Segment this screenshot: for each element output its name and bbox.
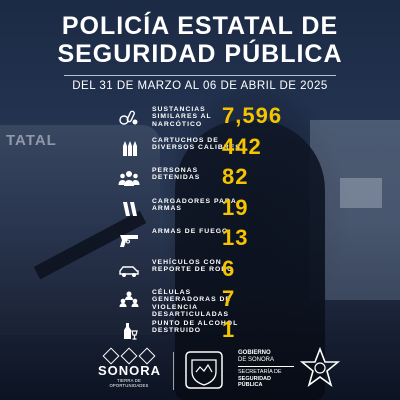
sonora-diamonds-icon: [102, 347, 156, 365]
background-car-lettering: TATAL: [6, 132, 57, 149]
stat-row-vehicles: VEHÍCULOS CON REPORTE DE ROBO 6: [118, 256, 318, 287]
background-window: [340, 178, 382, 208]
background-building: [310, 120, 400, 300]
stat-label: CÉLULAS GENERADORAS DE VIOLENCIA DESARTI…: [152, 289, 231, 319]
background-officer: [175, 120, 325, 400]
sec-line-2: SEGURIDAD: [238, 375, 272, 382]
drugs-icon: [118, 107, 140, 127]
stat-label: CARTUCHOS DE DIVERSOS CALIBRES: [152, 136, 241, 151]
stat-row-substances: SUSTANCIAS SIMILARES AL NARCÓTICO 7,596: [118, 103, 318, 134]
alcohol-icon: [118, 321, 140, 341]
title-line-1: POLICÍA ESTATAL DE: [61, 12, 339, 40]
stat-label: PERSONAS DETENIDAS: [152, 167, 201, 182]
state-seal-icon: [184, 350, 224, 390]
title-line-2: SEGURIDAD PÚBLICA: [57, 40, 343, 68]
date-range: DEL 31 DE MARZO AL 06 DE ABRIL DE 2025: [72, 80, 328, 92]
footer-logos: SONORA TIERRA DE OPORTUNIDADES GOBIERNO …: [0, 342, 400, 400]
stat-label: CARGADORES PARA ARMAS: [152, 197, 237, 212]
stat-row-cells: CÉLULAS GENERADORAS DE VIOLENCIA DESARTI…: [118, 286, 318, 319]
stats-list: SUSTANCIAS SIMILARES AL NARCÓTICO 7,596 …: [118, 103, 318, 347]
stat-value: 7: [222, 286, 236, 311]
stat-value: 1: [222, 316, 236, 342]
stat-row-firearms: ARMAS DE FUEGO 13: [118, 225, 318, 256]
sonora-name: SONORA: [98, 363, 162, 378]
stat-label: PUNTO DE ALCOHOL DESTRUIDO: [152, 319, 239, 334]
gob-line-1: GOBIERNO: [238, 350, 271, 356]
people-icon: [118, 168, 140, 188]
stat-label: ARMAS DE FUEGO: [152, 228, 229, 235]
sonora-tagline: TIERRA DE OPORTUNIDADES: [109, 378, 149, 388]
car-icon: [118, 260, 140, 280]
stat-value: 82: [222, 164, 249, 189]
stat-row-detained: PERSONAS DETENIDAS 82: [118, 164, 318, 195]
cartridges-icon: [118, 138, 140, 158]
page-title: POLICÍA ESTATAL DE SEGURIDAD PÚBLICA: [0, 12, 400, 68]
group-icon: [118, 290, 140, 310]
police-star-badge-icon: [299, 346, 341, 393]
stat-value: 13: [222, 225, 249, 250]
stat-row-alcohol: PUNTO DE ALCOHOL DESTRUIDO 1: [118, 317, 318, 348]
gob-line-2: DE SONORA: [238, 357, 275, 363]
stat-label: VEHÍCULOS CON REPORTE DE ROBO: [152, 258, 234, 273]
stat-value: 442: [222, 133, 262, 159]
stat-value: 6: [222, 255, 236, 281]
magazine-icon: [118, 199, 140, 219]
footer-divider: [173, 352, 174, 390]
gun-icon: [118, 229, 140, 249]
stat-row-cartridges: CARTUCHOS DE DIVERSOS CALIBRES 442: [118, 134, 318, 165]
title-divider: [64, 75, 336, 76]
government-text-logo: GOBIERNO DE SONORA SECRETARÍA DE SEGURID…: [238, 350, 294, 389]
sec-line-3: PÚBLICA: [238, 382, 263, 388]
stat-value: 7,596: [222, 103, 283, 128]
gob-divider: [238, 366, 294, 367]
sonora-logo: SONORA TIERRA DE OPORTUNIDADES: [98, 347, 162, 388]
stat-value: 19: [222, 194, 249, 220]
stat-label: SUSTANCIAS SIMILARES AL NARCÓTICO: [152, 106, 212, 128]
sec-line-1: SECRETARÍA DE: [238, 369, 282, 375]
stat-row-magazines: CARGADORES PARA ARMAS 19: [118, 195, 318, 226]
